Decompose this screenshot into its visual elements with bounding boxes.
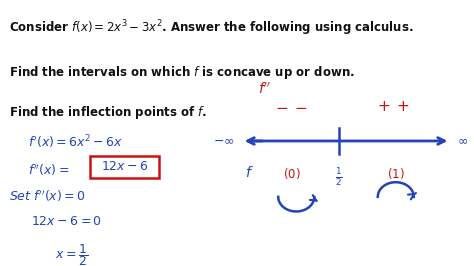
Text: $f$: $f$ bbox=[245, 165, 253, 180]
Text: $12x - 6 = 0$: $12x - 6 = 0$ bbox=[31, 215, 102, 228]
Text: $\infty$: $\infty$ bbox=[457, 135, 468, 147]
Text: $f''(x) = $: $f''(x) = $ bbox=[28, 162, 70, 178]
Text: $-\infty$: $-\infty$ bbox=[213, 135, 235, 147]
Text: $- \; -$: $- \; -$ bbox=[275, 99, 308, 114]
Text: $(1)$: $(1)$ bbox=[387, 166, 405, 181]
Text: $f''$: $f''$ bbox=[258, 82, 272, 97]
Text: $f'(x) = 6x^2 - 6x$: $f'(x) = 6x^2 - 6x$ bbox=[28, 133, 124, 151]
Text: $12x - 6$: $12x - 6$ bbox=[100, 160, 148, 173]
Text: Consider $f(x) = 2x^3 - 3x^2$. Answer the following using calculus.: Consider $f(x) = 2x^3 - 3x^2$. Answer th… bbox=[9, 19, 414, 38]
Text: $+ \; +$: $+ \; +$ bbox=[377, 99, 410, 114]
Text: Find the inflection points of $f$.: Find the inflection points of $f$. bbox=[9, 104, 208, 121]
Text: $(0)$: $(0)$ bbox=[283, 166, 301, 181]
FancyBboxPatch shape bbox=[90, 156, 159, 178]
Text: $\frac{1}{2}$: $\frac{1}{2}$ bbox=[335, 166, 343, 188]
Text: Set $f''(x) = 0$: Set $f''(x) = 0$ bbox=[9, 189, 86, 204]
Text: $x = \dfrac{1}{2}$: $x = \dfrac{1}{2}$ bbox=[55, 242, 88, 266]
Text: Find the intervals on which $f$ is concave up or down.: Find the intervals on which $f$ is conca… bbox=[9, 64, 356, 81]
